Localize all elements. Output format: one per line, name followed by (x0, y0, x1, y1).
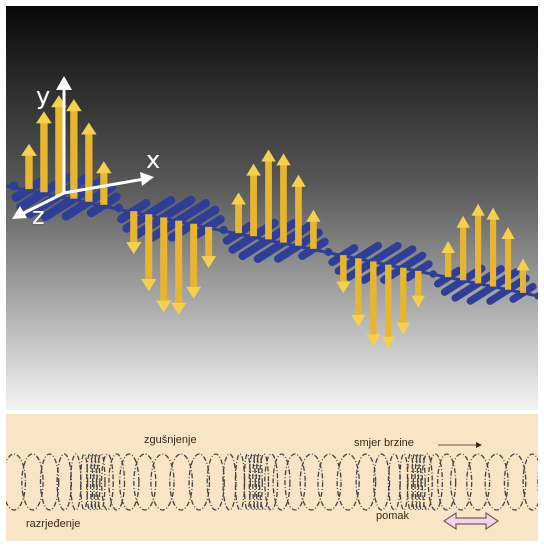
spring-coil (258, 453, 270, 511)
propagation-axis (6, 184, 538, 298)
spring-coil (484, 453, 509, 511)
spring-coil (522, 453, 538, 511)
displacement-label: pomak (376, 510, 410, 522)
spring-coil (466, 453, 491, 511)
electric-vector-arrowhead (336, 281, 351, 294)
spring-coil (417, 453, 426, 511)
spring-coil (188, 453, 211, 511)
electric-vector-arrowhead (201, 256, 217, 269)
electric-vector-arrowhead (486, 207, 500, 220)
spring-canvas (6, 442, 538, 531)
z-axis-line (21, 191, 65, 216)
spring-coil (206, 453, 225, 511)
spring-coil (100, 453, 114, 511)
x-axis-line (63, 177, 145, 195)
spring-coil (336, 453, 360, 511)
electric-vector-arrowhead (171, 302, 187, 315)
spring-coil (21, 453, 44, 511)
em-wave-illustration: y x z (6, 6, 538, 410)
spring-coil (69, 453, 82, 511)
spring-coil (252, 453, 260, 511)
spring-coil (427, 453, 444, 511)
spring-coil (222, 453, 237, 511)
spring-coil (118, 453, 140, 511)
spring-coil (284, 453, 306, 511)
velocity-direction-arrowhead (476, 442, 482, 448)
displacement-double-arrow (442, 511, 500, 531)
electric-vector-arrowhead (36, 111, 52, 124)
z-axis-label: z (32, 202, 45, 230)
electric-vector-arrowhead (516, 258, 530, 271)
electric-vector-arrowhead (231, 192, 246, 205)
electric-vector-arrowhead (141, 279, 157, 292)
spring-coil (421, 453, 433, 511)
electric-vector-arrowhead (456, 215, 470, 228)
spring-coil (437, 453, 457, 511)
spring-coil (6, 453, 27, 511)
spring-coil (86, 453, 94, 511)
spring-coil (411, 453, 419, 511)
spring-coil (272, 453, 291, 511)
electric-vector-arrowhead (276, 153, 291, 166)
electric-vector-arrowhead (351, 314, 366, 327)
z-axis-arrowhead (12, 206, 27, 219)
electric-vector-arrowhead (96, 161, 112, 174)
spring-coil (399, 453, 409, 511)
electric-vector-arrowhead (381, 336, 396, 349)
electric-vector-arrowhead (396, 322, 411, 335)
electric-vector-arrowhead (81, 122, 97, 135)
em-wave-canvas (6, 6, 538, 410)
spring-coil (406, 453, 415, 511)
electric-vector-arrowhead (261, 149, 276, 162)
spring-coil (255, 453, 263, 511)
electric-vector-arrowhead (246, 163, 261, 176)
spring-coil (248, 453, 256, 511)
electric-vector-arrowhead (186, 286, 202, 299)
spring-coil (169, 453, 194, 511)
x-axis-arrowhead (140, 172, 154, 186)
spring-coil (93, 453, 101, 511)
electric-vector-arrowhead (156, 300, 172, 313)
spring-coil (234, 453, 246, 511)
compression-label: zgušnjenje (144, 434, 197, 446)
spring-coil (264, 453, 279, 511)
coordinate-axes (12, 76, 154, 219)
spring-coil (108, 453, 126, 511)
y-axis-arrowhead (56, 76, 72, 90)
spring-coil (449, 453, 473, 511)
velocity-direction-label: smjer brzine (354, 437, 414, 449)
spring-coil (355, 453, 377, 511)
spring-coil (133, 453, 157, 511)
electric-vector-arrowhead (66, 99, 82, 112)
spring-coil (96, 453, 106, 511)
y-axis-label: y (36, 82, 51, 110)
spring-coils (6, 453, 538, 511)
spring-coil (373, 453, 391, 511)
electric-vector-arrowhead (291, 174, 306, 187)
spring-coil (243, 453, 252, 511)
electric-vector-arrowhead (306, 209, 321, 222)
electric-vector-arrowhead (411, 295, 426, 308)
spring-coil (56, 453, 73, 511)
spring-coil (80, 453, 89, 511)
spring-coil (317, 453, 342, 511)
spring-coil (414, 453, 422, 511)
electric-vector-arrowhead (501, 226, 515, 239)
rarefaction-label: razrjeđenje (26, 518, 81, 530)
electric-field-vectors (21, 95, 530, 349)
spring-coil (150, 453, 175, 511)
spring-coil (299, 453, 324, 511)
electric-vector-arrowhead (471, 203, 485, 216)
electric-vector-arrowhead (441, 241, 455, 254)
longitudinal-wave-spring: zgušnjenje smjer brzine razrjeđenje poma… (6, 414, 538, 541)
electric-vector-arrowhead (21, 143, 37, 156)
electric-vector-arrowhead (126, 242, 142, 255)
electric-vector-arrowhead (366, 334, 381, 347)
x-axis-label: x (146, 146, 161, 174)
spring-coil (39, 453, 60, 511)
spring-coil (503, 453, 527, 511)
spring-coil (387, 453, 401, 511)
